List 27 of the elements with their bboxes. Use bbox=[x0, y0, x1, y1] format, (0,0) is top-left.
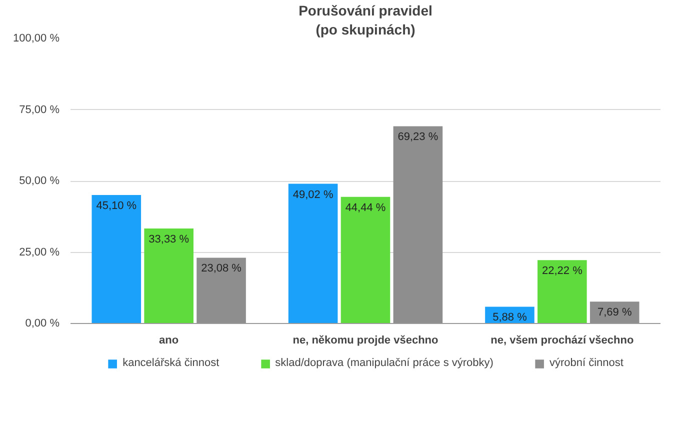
x-tick-label: ne, všem prochází všechno bbox=[490, 334, 634, 346]
data-label: 7,69 % bbox=[597, 306, 632, 319]
y-tick-label: 0,00 % bbox=[25, 318, 60, 330]
chart-subtitle: (po skupinách) bbox=[316, 22, 416, 38]
x-tick-label: ne, někomu projde všechno bbox=[292, 334, 439, 346]
legend-label: výrobní činnost bbox=[549, 357, 624, 369]
bar bbox=[288, 184, 338, 324]
data-label: 5,88 % bbox=[492, 312, 528, 324]
data-label: 69,23 % bbox=[398, 131, 438, 144]
y-tick-label: 50,00 % bbox=[19, 175, 60, 187]
data-label: 23,08 % bbox=[201, 262, 242, 275]
bar bbox=[340, 196, 390, 324]
bar bbox=[92, 194, 142, 324]
x-tick-label: ano bbox=[159, 334, 179, 346]
legend-label: sklad/doprava (manipulační práce s výrobky) bbox=[275, 357, 494, 369]
data-label: 22,22 % bbox=[542, 265, 583, 278]
bar bbox=[538, 260, 587, 324]
chart-title: Porušování pravidel bbox=[298, 2, 432, 18]
data-label: 44,44 % bbox=[345, 202, 386, 214]
y-tick-label: 75,00 % bbox=[19, 104, 60, 116]
bar bbox=[144, 228, 194, 324]
data-label: 33,33 % bbox=[148, 234, 190, 246]
y-tick-label: 100,00 % bbox=[13, 32, 60, 44]
legend-label: kancelářská činnost bbox=[122, 357, 220, 369]
data-label: 45,10 % bbox=[96, 200, 137, 212]
data-label: 49,02 % bbox=[292, 188, 334, 201]
y-tick-label: 25,00 % bbox=[19, 246, 60, 258]
